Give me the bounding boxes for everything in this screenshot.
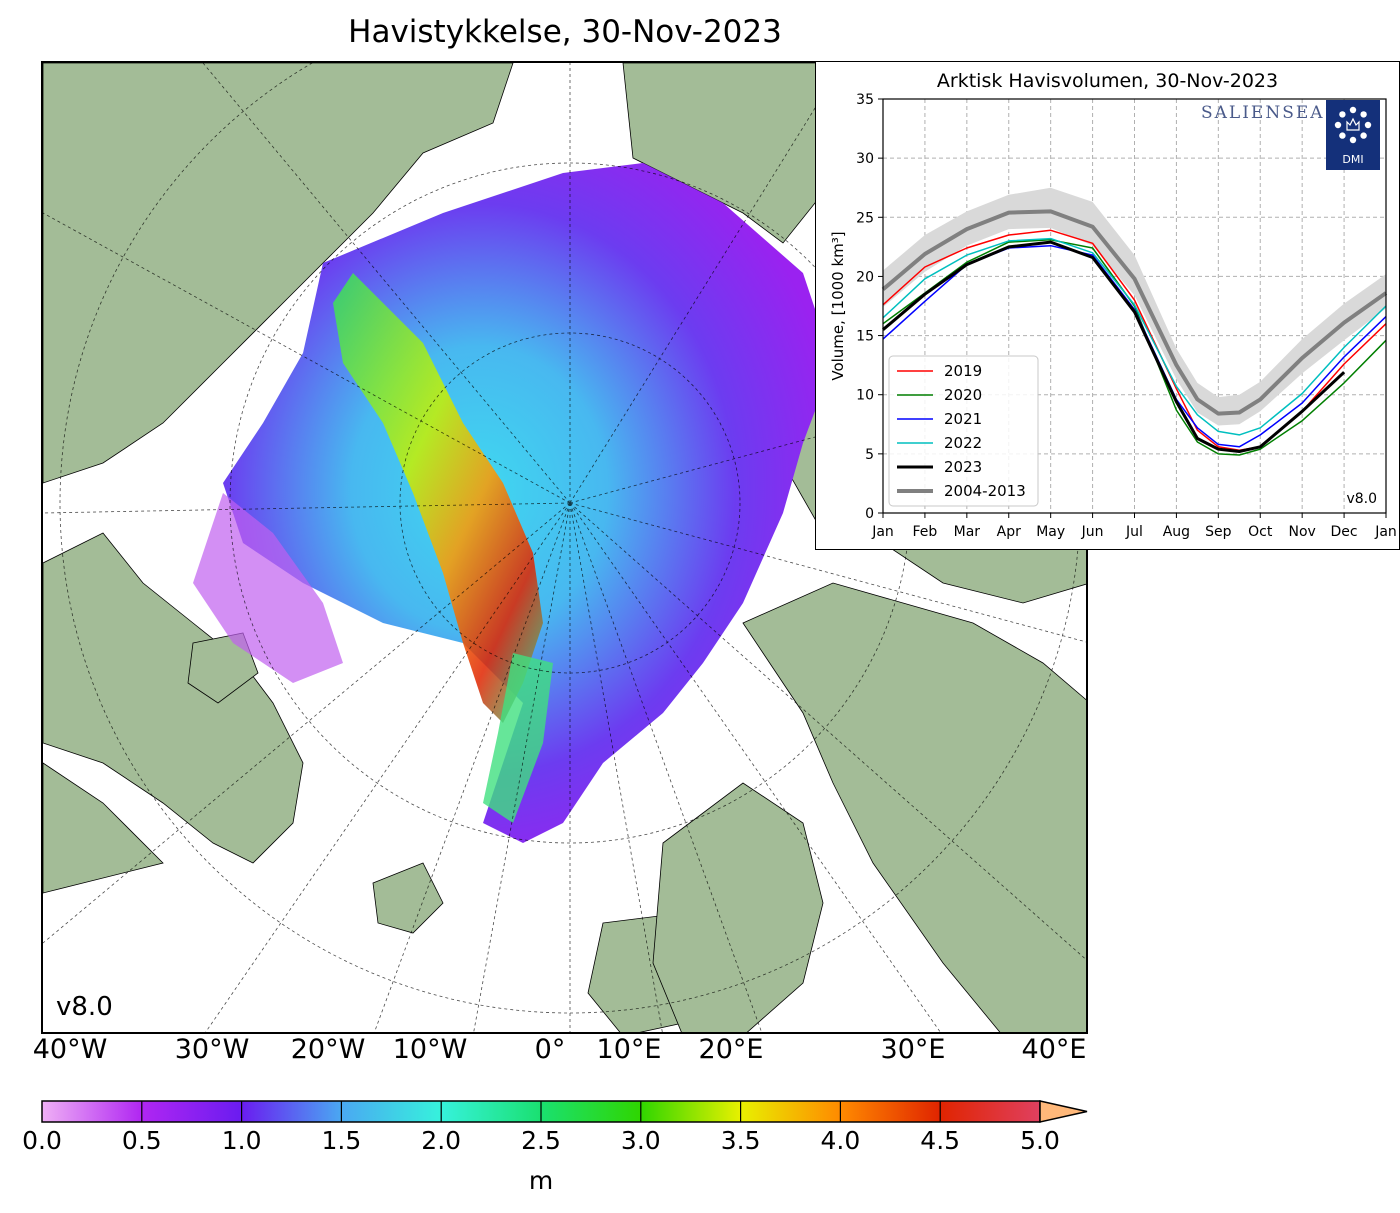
- colorbar-tick-label: 3.5: [720, 1126, 761, 1155]
- dmi-logo-dot: [1360, 132, 1367, 139]
- x-tick-label: Jan: [871, 524, 894, 540]
- y-tick-label: 30: [856, 151, 874, 167]
- x-tick-label: Sep: [1205, 524, 1232, 540]
- y-tick-label: 35: [856, 92, 874, 108]
- map-version-label: v8.0: [56, 992, 113, 1022]
- x-tick-label: Jan: [1374, 524, 1397, 540]
- fram-strait-ice: [483, 653, 553, 823]
- colorbar-unit-label: m: [528, 1166, 554, 1195]
- legend-label: 2021: [944, 410, 982, 428]
- legend-label: 2022: [944, 434, 982, 452]
- x-tick-label: Nov: [1289, 524, 1316, 540]
- colorbar-tick-label: 3.0: [620, 1126, 661, 1155]
- dmi-logo-dot: [1349, 136, 1357, 144]
- colorbar-tick-label: 1.0: [221, 1126, 262, 1155]
- x-tick-label: Apr: [997, 524, 1021, 540]
- legend-label: 2023: [944, 458, 982, 476]
- dmi-logo-dot: [1364, 121, 1372, 129]
- x-tick-label: May: [1036, 524, 1065, 540]
- colorbar-tick-label: 2.0: [421, 1126, 462, 1155]
- series-line-2023: [882, 240, 1346, 453]
- y-tick-label: 0: [865, 506, 874, 522]
- dmi-logo-dot: [1339, 132, 1346, 139]
- siberia-land: [43, 63, 514, 484]
- series-line-2004-2013: [881, 209, 1388, 416]
- x-tick-label: Jul: [1125, 524, 1143, 540]
- x-tick-label: Oct: [1248, 524, 1273, 540]
- colorbar-tick-label: 1.5: [321, 1126, 362, 1155]
- lon-label-0: 0°: [534, 1034, 566, 1065]
- ice-edge-purple: [193, 493, 343, 683]
- legend-label: 2019: [944, 362, 982, 380]
- x-tick-label: Dec: [1331, 524, 1358, 540]
- colorbar-tick-label: 5.0: [1020, 1126, 1060, 1155]
- x-tick-label: Mar: [954, 524, 981, 540]
- series-line-2022: [882, 237, 1387, 436]
- y-tick-label: 20: [856, 269, 874, 285]
- series-line-2020: [882, 239, 1387, 456]
- svalbard-land: [372, 862, 444, 934]
- dmi-logo-dot: [1339, 111, 1346, 118]
- salienseas-logo: SALIENSEAS: [1201, 103, 1338, 123]
- lon-label-20w: 20°W: [290, 1034, 366, 1065]
- crown-icon: [1346, 117, 1360, 131]
- lon-label-30w: 30°W: [174, 1034, 250, 1065]
- y-axis-label: Volume, [1000 km³]: [829, 231, 847, 380]
- colorbar: [41, 1100, 1088, 1123]
- y-tick-label: 15: [856, 329, 874, 345]
- dmi-logo-dot: [1349, 106, 1357, 114]
- lon-label-30e: 30°E: [880, 1034, 946, 1065]
- colorbar-tick-label: 4.5: [920, 1126, 961, 1155]
- dmi-logo-dot: [1334, 121, 1342, 129]
- thick-ice-region: [333, 273, 543, 723]
- x-tick-label: Aug: [1163, 524, 1190, 540]
- colorbar-tick-label: 2.5: [521, 1126, 561, 1155]
- volume-chart-inset: 0 5 10 15 20 25 30 35 Jan Feb Mar Apr May Jun Jul Aug Se…: [815, 61, 1400, 550]
- legend-label: 2020: [944, 386, 982, 404]
- y-tick-label: 10: [856, 388, 874, 404]
- lon-label-10e: 10°E: [596, 1034, 662, 1065]
- colorbar-tick-label: 4.0: [820, 1126, 861, 1155]
- dmi-logo-label: DMI: [1342, 153, 1363, 166]
- map-title: Havistykkelse, 30-Nov-2023: [348, 14, 782, 50]
- colorbar-tick-label: 0.0: [22, 1126, 62, 1155]
- colorbar-tick-label: 0.5: [121, 1126, 162, 1155]
- legend-label: 2004-2013: [944, 482, 1026, 500]
- dmi-logo-dot: [1360, 111, 1367, 118]
- y-tick-label: 25: [856, 210, 874, 226]
- lon-label-20e: 20°E: [698, 1034, 764, 1065]
- colorbar-extend-arrow: [1039, 1100, 1088, 1123]
- lon-label-40w: 40°W: [32, 1034, 108, 1065]
- chart-version-label: v8.0: [1346, 491, 1377, 507]
- volume-chart: 0 5 10 15 20 25 30 35 Jan Feb Mar Apr May Jun Jul Aug Se…: [829, 92, 1397, 540]
- russia-west-land: [43, 762, 164, 894]
- volume-chart-title: Arktisk Havisvolumen, 30-Nov-2023: [936, 70, 1279, 92]
- x-tick-label: Jun: [1081, 524, 1104, 540]
- y-tick-label: 5: [865, 447, 874, 463]
- lon-label-10w: 10°W: [392, 1034, 468, 1065]
- greenland-land: [742, 582, 1086, 1032]
- lon-label-40e: 40°E: [1021, 1034, 1087, 1065]
- x-tick-label: Feb: [913, 524, 938, 540]
- norway-land: [652, 782, 824, 1032]
